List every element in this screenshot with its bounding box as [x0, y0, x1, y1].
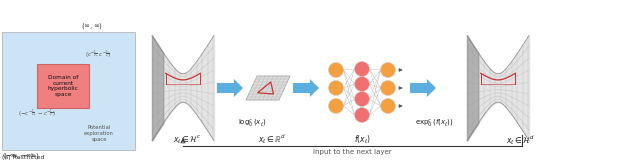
- Text: Potential
exploration
space: Potential exploration space: [84, 125, 114, 142]
- FancyArrow shape: [217, 79, 243, 97]
- Text: $(-\infty, -\infty)$: $(-\infty, -\infty)$: [3, 151, 40, 160]
- Ellipse shape: [381, 63, 396, 77]
- Text: (a) Restricted: (a) Restricted: [2, 155, 45, 160]
- Text: $f(x_{\ell})$: $f(x_{\ell})$: [353, 134, 371, 147]
- Text: $(-c^{-\frac{1}{2}}, -c^{-\frac{1}{2}})$: $(-c^{-\frac{1}{2}}, -c^{-\frac{1}{2}})$: [18, 108, 56, 121]
- Text: Domain of
current
hyperbolic
space: Domain of current hyperbolic space: [47, 75, 79, 97]
- Text: $x_{\ell} \in \mathcal{H}^d$: $x_{\ell} \in \mathcal{H}^d$: [506, 133, 534, 147]
- Ellipse shape: [355, 76, 369, 92]
- Ellipse shape: [355, 108, 369, 123]
- Text: $(c^{-\frac{1}{2}}, c^{-\frac{1}{2}})$: $(c^{-\frac{1}{2}}, c^{-\frac{1}{2}})$: [84, 49, 111, 62]
- Ellipse shape: [355, 92, 369, 107]
- Text: $x_{\ell} \in \mathcal{H}^c$: $x_{\ell} \in \mathcal{H}^c$: [173, 133, 201, 145]
- Ellipse shape: [328, 63, 344, 77]
- FancyArrow shape: [410, 79, 436, 97]
- Ellipse shape: [328, 80, 344, 96]
- Text: Input to the next layer: Input to the next layer: [313, 149, 392, 155]
- Ellipse shape: [355, 61, 369, 76]
- Text: $\log^c_0(x_{\ell})$: $\log^c_0(x_{\ell})$: [238, 118, 266, 130]
- Ellipse shape: [381, 99, 396, 113]
- Text: $(\infty, \infty)$: $(\infty, \infty)$: [81, 21, 104, 31]
- Text: $x_{\ell} \in \mathbb{R}^d$: $x_{\ell} \in \mathbb{R}^d$: [258, 132, 286, 146]
- Bar: [2, 32, 135, 150]
- Bar: [37, 64, 89, 108]
- Ellipse shape: [328, 99, 344, 113]
- Text: $\exp^c_0(f(x_{\ell}))$: $\exp^c_0(f(x_{\ell}))$: [415, 118, 454, 130]
- Ellipse shape: [381, 80, 396, 96]
- FancyArrow shape: [293, 79, 319, 97]
- Polygon shape: [246, 76, 290, 100]
- Text: $(-\infty, -\infty)$: $(-\infty, -\infty)$: [2, 151, 35, 160]
